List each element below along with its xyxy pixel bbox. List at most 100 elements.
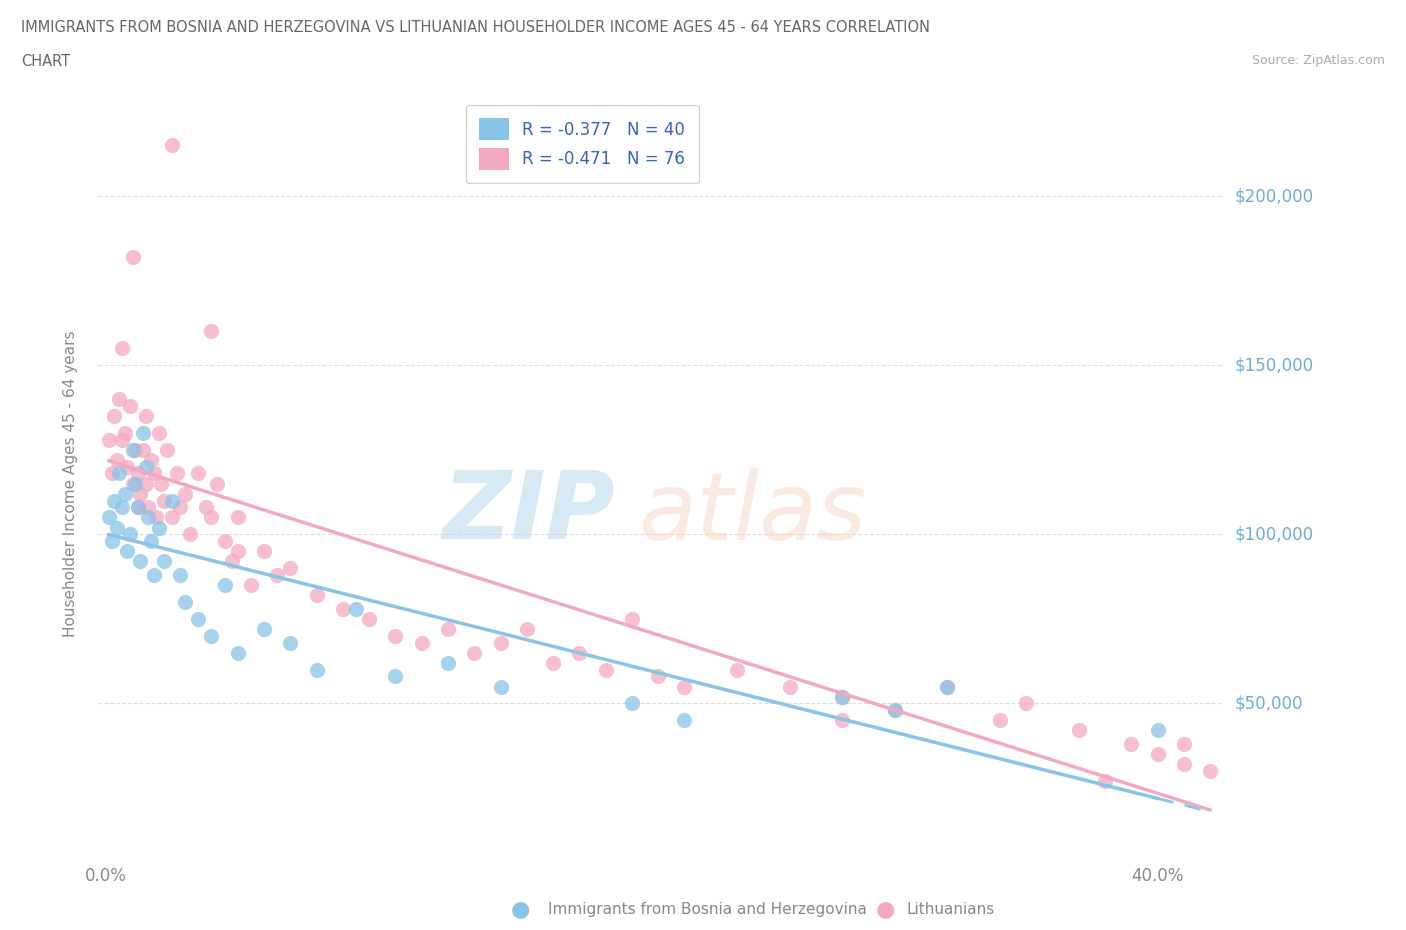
Point [437,656,460,671]
Point [117,544,139,559]
Point [489,635,512,650]
Point [108,466,131,481]
Point [129,486,152,501]
Point [725,662,748,677]
Text: Source: ZipAtlas.com: Source: ZipAtlas.com [1251,54,1385,67]
Text: Immigrants from Bosnia and Herzegovina: Immigrants from Bosnia and Herzegovina [548,902,868,917]
Point [779,679,801,694]
Point [118,398,141,413]
Point [117,459,139,474]
Point [124,476,146,491]
Point [568,645,591,660]
Point [253,544,276,559]
Point [226,544,249,559]
Point [127,499,149,514]
Point [148,425,170,440]
Point [108,392,131,406]
Point [936,679,959,694]
Point [883,703,905,718]
Point [226,645,249,660]
Point [384,669,406,684]
Point [647,669,669,684]
Point [595,662,617,677]
Point [100,466,122,481]
Point [187,611,209,626]
Point [411,635,433,650]
Point [127,466,149,481]
Point [103,408,125,423]
Point [103,493,125,508]
Point [1067,723,1090,737]
Point [118,527,141,542]
Point [132,443,155,458]
Point [129,554,152,569]
Point [673,713,696,728]
Text: $50,000: $50,000 [1234,695,1303,712]
Point [278,635,301,650]
Text: $200,000: $200,000 [1234,187,1313,206]
Point [226,510,249,525]
Point [150,476,173,491]
Point [883,703,905,718]
Point [135,476,157,491]
Point [359,611,381,626]
Text: ●: ● [510,899,530,920]
Point [174,594,197,609]
Point [1199,764,1222,778]
Point [100,534,122,549]
Point [97,432,120,447]
Point [139,453,162,468]
Point [305,588,328,603]
Point [142,466,165,481]
Point [221,554,243,569]
Point [278,561,301,576]
Point [988,713,1011,728]
Point [214,578,236,592]
Text: $100,000: $100,000 [1234,525,1313,543]
Text: ●: ● [876,899,896,920]
Point [153,554,176,569]
Point [831,689,853,704]
Point [105,520,128,535]
Point [1121,737,1143,751]
Text: IMMIGRANTS FROM BOSNIA AND HERZEGOVINA VS LITHUANIAN HOUSEHOLDER INCOME AGES 45 : IMMIGRANTS FROM BOSNIA AND HERZEGOVINA V… [21,20,931,35]
Point [831,713,853,728]
Text: ZIP: ZIP [443,468,616,559]
Point [1015,696,1038,711]
Legend: R = -0.377   N = 40, R = -0.471   N = 76: R = -0.377 N = 40, R = -0.471 N = 76 [465,105,699,183]
Point [205,476,228,491]
Point [516,621,538,636]
Point [620,696,643,711]
Point [121,476,143,491]
Point [673,679,696,694]
Point [138,499,160,514]
Point [179,527,201,542]
Point [114,425,136,440]
Point [138,510,160,525]
Point [332,602,354,617]
Point [121,443,143,458]
Point [620,611,643,626]
Point [463,645,485,660]
Point [160,510,183,525]
Point [160,138,183,153]
Point [105,453,128,468]
Point [135,408,157,423]
Point [489,679,512,694]
Point [437,621,460,636]
Point [195,499,218,514]
Point [153,493,176,508]
Text: atlas: atlas [638,468,866,559]
Point [111,341,134,356]
Point [1094,774,1116,789]
Point [114,486,136,501]
Point [97,510,120,525]
Point [936,679,959,694]
Text: CHART: CHART [21,54,70,69]
Point [148,520,170,535]
Point [541,656,564,671]
Point [139,534,162,549]
Point [1146,747,1168,762]
Point [111,499,134,514]
Point [344,602,367,617]
